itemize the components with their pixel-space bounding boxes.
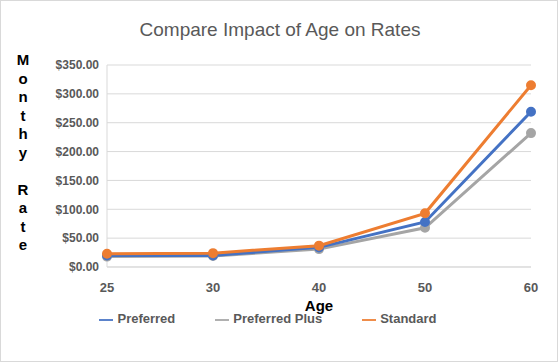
html-text:M: M (16, 51, 30, 68)
html-text:h: h (18, 125, 28, 142)
svg-text:$150.00: $150.00 (56, 174, 100, 188)
html-text:Preferred Plus: Preferred Plus (233, 311, 323, 326)
html-text:Compare Impact of Age on Rates: Compare Impact of Age on Rates (139, 19, 421, 40)
svg-text:25: 25 (100, 280, 114, 295)
svg-text:$200.00: $200.00 (56, 145, 100, 159)
html-text:Standard: Standard (380, 311, 437, 326)
svg-text:$350.00: $350.00 (56, 58, 100, 72)
svg-text:Age: Age (305, 297, 333, 314)
svg-text:30: 30 (206, 280, 220, 295)
html-text:R: R (17, 180, 29, 198)
html-text:Preferred: Preferred (117, 311, 176, 326)
svg-text:60: 60 (524, 280, 538, 295)
html-text:t: t (20, 217, 26, 235)
svg-text:$250.00: $250.00 (56, 116, 100, 130)
svg-text:$0.00: $0.00 (69, 260, 99, 274)
html-text:e: e (18, 236, 28, 253)
svg-text:$50.00: $50.00 (62, 231, 99, 245)
html-text:a: a (18, 199, 28, 216)
html-text:t: t (20, 106, 26, 124)
svg-text:50: 50 (418, 280, 432, 295)
svg-text:$300.00: $300.00 (56, 87, 100, 101)
svg-text:$100.00: $100.00 (56, 203, 100, 217)
svg-text:40: 40 (312, 280, 326, 295)
html-text:y: y (18, 143, 28, 161)
html-text:o: o (18, 69, 28, 87)
html-text:n: n (18, 88, 28, 105)
